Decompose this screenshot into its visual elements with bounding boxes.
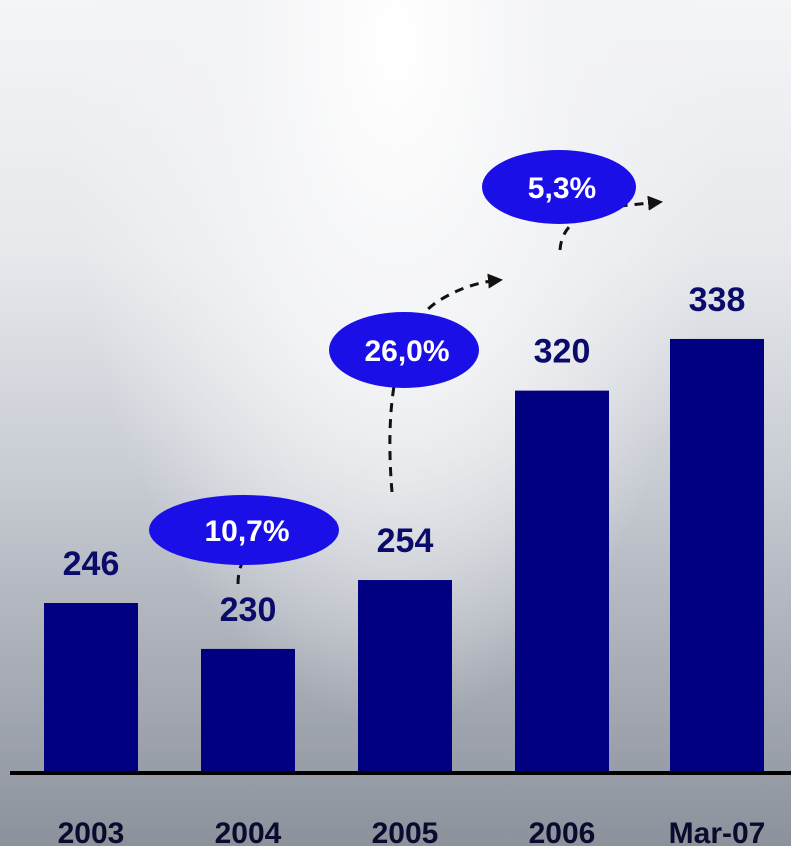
x-tick-2005: 2005 (372, 817, 439, 846)
bar-2005 (358, 580, 452, 771)
x-tick-2003: 2003 (58, 817, 125, 846)
bar-2003 (44, 603, 138, 771)
growth-label-2004-to-2005: 10,7% (204, 515, 289, 548)
growth-bubble-2005-to-2006 (329, 312, 479, 388)
growth-bubble-2006-to-mar-07 (482, 150, 636, 224)
bar-mar-07 (670, 338, 764, 771)
data-label-2005: 254 (377, 522, 434, 560)
growth-bubble-2004-to-2005 (149, 495, 339, 565)
x-tick-2006: 2006 (529, 817, 596, 846)
bar-2006 (515, 390, 609, 771)
x-tick-2004: 2004 (215, 817, 282, 846)
x-tick-mar-07: Mar-07 (669, 817, 766, 846)
bar-2004 (201, 648, 295, 771)
data-label-mar-07: 338 (689, 281, 746, 319)
growth-label-2006-to-mar-07: 5,3% (528, 172, 596, 205)
data-label-2004: 230 (220, 591, 277, 629)
data-label-2003: 246 (63, 545, 120, 583)
growth-label-2005-to-2006: 26,0% (364, 335, 449, 368)
data-label-2006: 320 (534, 333, 591, 371)
